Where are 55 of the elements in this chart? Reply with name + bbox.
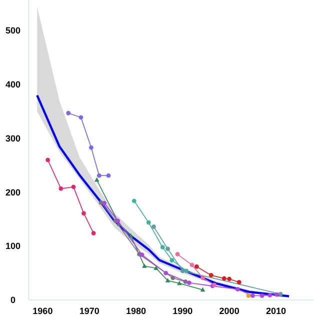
point [190,262,194,268]
point [194,264,199,269]
point [177,280,182,286]
point [170,258,174,262]
point [66,110,71,116]
point [94,177,100,182]
point [200,287,206,292]
point [164,270,168,276]
point [278,292,283,296]
point [227,276,232,282]
point [102,200,106,206]
point [106,173,111,178]
x-tick-label: 1990 [172,306,193,316]
x-tick-label: 2010 [266,306,286,316]
point [236,287,240,292]
point [222,276,226,281]
point [186,280,192,285]
point [250,293,255,298]
y-tick-label: 300 [5,133,21,144]
point [116,218,120,224]
point [82,211,86,216]
point [142,263,147,268]
point [132,198,136,204]
point [165,278,170,282]
x-tick-label: 1980 [126,306,146,316]
y-tick-label: 200 [5,187,21,198]
point [78,115,84,120]
point [140,252,144,257]
point [71,184,76,190]
point [58,186,64,191]
point [268,292,272,298]
y-tick-label: 400 [5,80,21,90]
point [146,220,151,225]
y-tick-label: 100 [5,241,21,252]
point [96,173,102,178]
point [46,158,50,162]
point [166,246,170,252]
line-series [36,94,290,298]
point [274,292,280,297]
point [208,273,214,278]
point [89,145,94,150]
point [236,280,242,284]
x-tick-label: 1970 [79,306,100,316]
point [154,266,158,270]
point [160,245,165,250]
point [180,268,185,274]
y-tick-label: 0 [10,295,16,305]
point [152,224,156,229]
point [91,231,96,236]
point [175,252,180,256]
point [260,293,264,298]
y-tick-label: 500 [5,26,21,36]
x-tick-label: 2000 [219,306,240,316]
point [200,276,205,280]
x-tick-label: 1960 [32,306,53,316]
